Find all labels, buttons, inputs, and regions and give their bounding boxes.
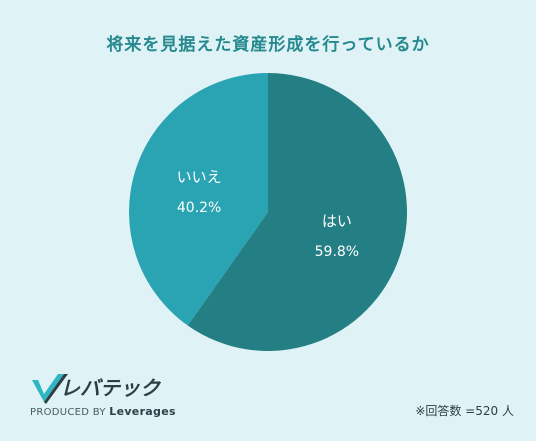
- pie-slice-label-1: いいえ: [177, 168, 222, 186]
- checkmark-icon: [32, 374, 64, 402]
- brand-logo-mark: [32, 374, 68, 404]
- pie-slice-label-0: はい: [322, 212, 352, 230]
- brand-name: レバテック: [60, 376, 160, 400]
- brand-produced-by: PRODUCED BY Leverages: [30, 405, 176, 418]
- brand-produced-by-prefix: PRODUCED BY: [30, 407, 106, 418]
- pie-slice-1: [129, 73, 268, 326]
- pie-slice-0: [187, 73, 408, 352]
- chart-title: 将来を見据えた資産形成を行っているか: [106, 35, 430, 55]
- pie-slice-value-0: 59.8%: [315, 244, 359, 260]
- checkmark-shadow-icon: [44, 374, 68, 404]
- response-count-note: ※回答数 =520 人: [415, 404, 514, 418]
- pie-slice-value-1: 40.2%: [177, 200, 221, 216]
- brand-company-name: Leverages: [109, 405, 176, 418]
